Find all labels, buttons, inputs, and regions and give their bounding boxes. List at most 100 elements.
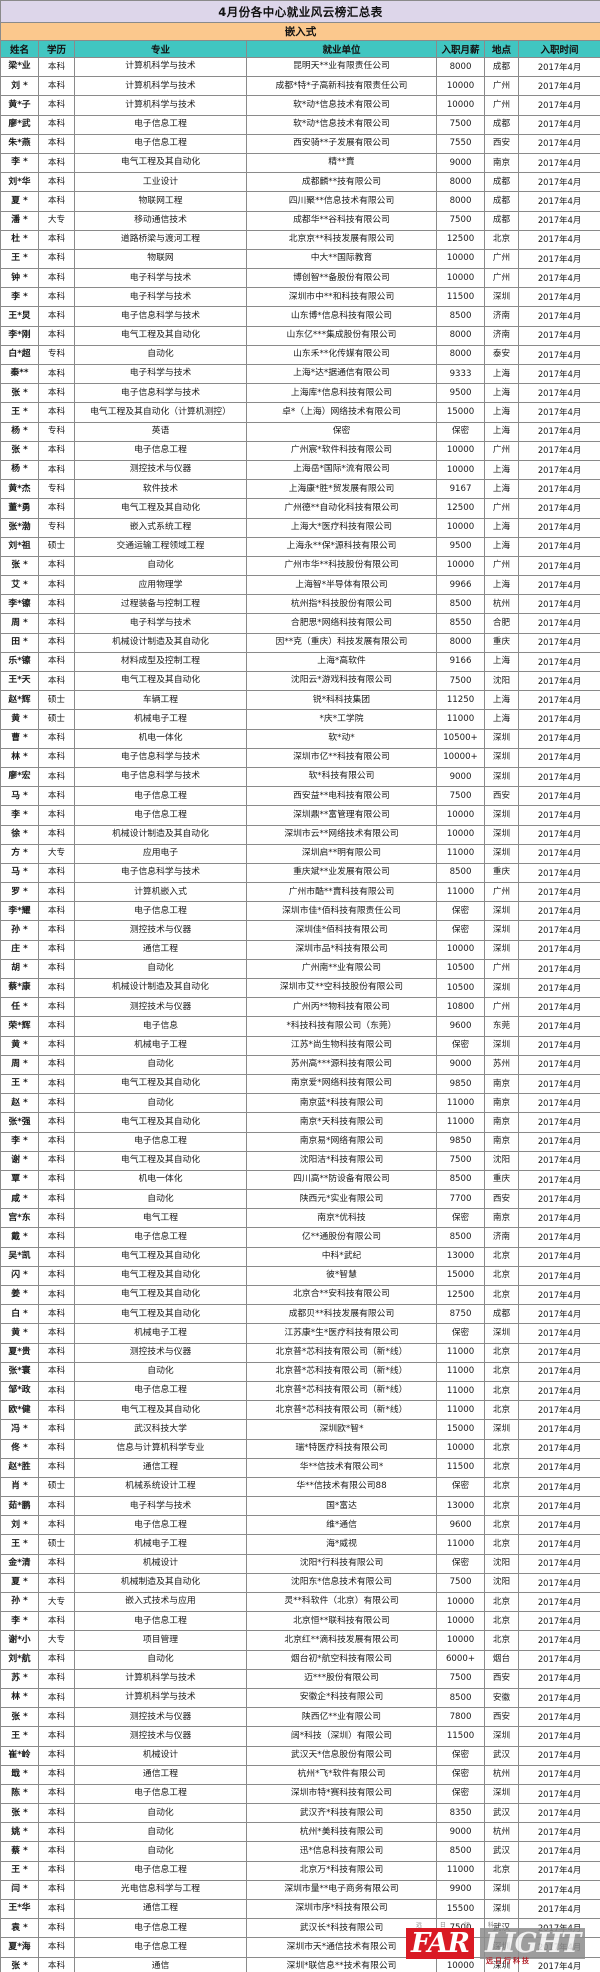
table-row[interactable]: 乐*镲 本科 材料成型及控制工程 上海*高软件 9166 上海 2017年4月: [0, 651, 600, 673]
cell-name[interactable]: 闫 *: [0, 1879, 39, 1901]
cell-date[interactable]: 2017年4月: [517, 1246, 600, 1267]
cell-location[interactable]: 烟台: [484, 1649, 519, 1670]
table-row[interactable]: 徐 * 本科 机械设计制造及其自动化 深圳市云**网络技术有限公司 10000 深圳 201…: [0, 824, 600, 845]
cell-education[interactable]: 本科: [38, 383, 75, 404]
table-row[interactable]: 夏 * 本科 物联网工程 四川聚**信息技术有限公司 8000 成都 2017年4月: [0, 191, 600, 212]
cell-employer[interactable]: 北京普*芯科技有限公司（新*线）: [246, 1400, 437, 1421]
cell-salary[interactable]: 8500: [436, 594, 485, 615]
cell-name[interactable]: 董*勇: [0, 498, 39, 519]
cell-employer[interactable]: 广州南**业有限公司: [246, 958, 437, 980]
cell-location[interactable]: 深圳: [484, 920, 519, 941]
cell-salary[interactable]: 11000: [436, 882, 485, 903]
cell-date[interactable]: 2017年4月: [517, 690, 600, 711]
cell-employer[interactable]: 深圳市量**电子商务有限公司: [246, 1879, 437, 1901]
cell-date[interactable]: 2017年4月: [517, 1687, 600, 1709]
cell-date[interactable]: 2017年4月: [517, 1073, 600, 1095]
cell-salary[interactable]: 保密: [436, 1323, 485, 1344]
cell-major[interactable]: 机械设计: [74, 1553, 247, 1574]
table-row[interactable]: 刘*华 本科 工业设计 成都麟**技有限公司 8000 成都 2017年4月: [0, 172, 600, 193]
cell-major[interactable]: 机械设计制造及其自动化: [74, 824, 247, 845]
cell-major[interactable]: 计算机科学与技术: [74, 95, 247, 116]
cell-date[interactable]: 2017年4月: [517, 1553, 600, 1574]
cell-date[interactable]: 2017年4月: [517, 421, 600, 442]
cell-major[interactable]: 物联网工程: [74, 191, 247, 212]
table-row[interactable]: 张*寰 本科 自动化 北京普*芯科技有限公司（新*线） 11000 北京 2017年4月: [0, 1361, 600, 1382]
cell-education[interactable]: 本科: [38, 1572, 75, 1594]
cell-date[interactable]: 2017年4月: [517, 805, 600, 826]
cell-name[interactable]: 刘 *: [0, 1515, 39, 1536]
table-row[interactable]: 曹 * 本科 机电一体化 软*动* 10500+ 深圳 2017年4月: [0, 728, 600, 749]
table-row[interactable]: 方 * 大专 应用电子 深圳启**明有限公司 11000 深圳 2017年4月: [0, 843, 600, 864]
table-row[interactable]: 李 * 本科 电气工程及其自动化 精**賣 9000 南京 2017年4月: [0, 152, 600, 174]
cell-education[interactable]: 本科: [38, 1841, 75, 1862]
cell-major[interactable]: 应用物理学: [74, 575, 247, 596]
cell-employer[interactable]: 上海库*信息科技有限公司: [246, 383, 437, 404]
cell-location[interactable]: 上海: [484, 651, 519, 673]
cell-date[interactable]: 2017年4月: [517, 997, 600, 1018]
cell-date[interactable]: 2017年4月: [517, 1035, 600, 1056]
cell-date[interactable]: 2017年4月: [517, 1534, 600, 1555]
cell-location[interactable]: 深圳: [484, 1937, 519, 1958]
cell-location[interactable]: 北京: [484, 1496, 519, 1517]
cell-date[interactable]: 2017年4月: [517, 1956, 600, 1972]
cell-major[interactable]: 电气工程及其自动化: [74, 1150, 247, 1171]
cell-date[interactable]: 2017年4月: [517, 939, 600, 960]
table-row[interactable]: 罗 * 本科 计算机嵌入式 广州市酷**賣科技有限公司 11000 广州 2017年4月: [0, 882, 600, 903]
cell-location[interactable]: 深圳: [484, 1419, 519, 1440]
cell-education[interactable]: 硕士: [38, 536, 75, 557]
cell-major[interactable]: 电子信息科学与技术: [74, 383, 247, 404]
cell-major[interactable]: 交通运输工程领域工程: [74, 536, 247, 557]
cell-name[interactable]: 王*华: [0, 1898, 39, 1920]
cell-employer[interactable]: 南京蓝*科技有限公司: [246, 1093, 437, 1114]
table-row[interactable]: 王 * 本科 电气工程及其自动化 南京爱*网络科技有限公司 9850 南京 2017年4月: [0, 1073, 600, 1095]
cell-employer[interactable]: 成都贝**科技发展有限公司: [246, 1304, 437, 1325]
cell-location[interactable]: 深圳: [484, 824, 519, 845]
cell-salary[interactable]: 10000: [436, 1591, 485, 1613]
table-row[interactable]: 艾 * 本科 应用物理学 上海智*半导体有限公司 9966 上海 2017年4月: [0, 575, 600, 596]
cell-employer[interactable]: 北京恒**联科技有限公司: [246, 1611, 437, 1632]
cell-name[interactable]: 张 *: [0, 1707, 39, 1728]
table-row[interactable]: 刘 * 本科 计算机科学与技术 成都*特*子高新科技有限责任公司 10000 广州 2017…: [0, 76, 600, 97]
cell-location[interactable]: 杭州: [484, 1822, 519, 1843]
cell-salary[interactable]: 9167: [436, 479, 485, 500]
table-row[interactable]: 戴 * 本科 电子信息工程 亿**通股份有限公司 8500 济南 2017年4月: [0, 1227, 600, 1248]
cell-education[interactable]: 本科: [38, 613, 75, 634]
cell-education[interactable]: 大专: [38, 1630, 75, 1651]
table-row[interactable]: 庄 * 本科 通信工程 深圳市品*科技有限公司 10000 深圳 2017年4月: [0, 939, 600, 960]
cell-name[interactable]: 林 *: [0, 747, 39, 768]
cell-major[interactable]: 计算机嵌入式: [74, 882, 247, 903]
cell-education[interactable]: 本科: [38, 1016, 75, 1037]
cell-name[interactable]: 王*天: [0, 670, 39, 692]
cell-date[interactable]: 2017年4月: [517, 248, 600, 270]
cell-major[interactable]: 电子信息科学与技术: [74, 747, 247, 768]
cell-name[interactable]: 谢*小: [0, 1630, 39, 1651]
cell-name[interactable]: 田 *: [0, 632, 39, 653]
cell-employer[interactable]: 南京*优科技: [246, 1208, 437, 1229]
table-row[interactable]: 金*清 本科 机械设计 沈阳*行科技有限公司 保密 沈阳 2017年4月: [0, 1553, 600, 1574]
cell-name[interactable]: 欧*健: [0, 1400, 39, 1421]
cell-date[interactable]: 2017年4月: [517, 1668, 600, 1689]
table-row[interactable]: 覃 * 本科 机电一体化 四川高**防设备有限公司 8500 重庆 2017年4月: [0, 1169, 600, 1191]
cell-employer[interactable]: 上海大*医疗科技有限公司: [246, 517, 437, 538]
cell-employer[interactable]: 山东禾**化传媒有限公司: [246, 344, 437, 366]
cell-name[interactable]: 马 *: [0, 862, 39, 884]
cell-major[interactable]: 测控技术与仪器: [74, 920, 247, 941]
table-row[interactable]: 李 * 本科 电子信息工程 深圳鼎**富管理有限公司 10000 深圳 2017年4月: [0, 805, 600, 826]
cell-location[interactable]: 上海: [484, 709, 519, 730]
table-row[interactable]: 咸 * 本科 自动化 陕西元*实业有限公司 7700 西安 2017年4月: [0, 1189, 600, 1210]
cell-major[interactable]: 电子信息工程: [74, 1380, 247, 1402]
table-row[interactable]: 李*耀 本科 电子信息工程 深圳市佳*佰科技有限责任公司 保密 深圳 2017年4月: [0, 901, 600, 922]
cell-education[interactable]: 本科: [38, 1611, 75, 1632]
cell-date[interactable]: 2017年4月: [517, 268, 600, 289]
table-row[interactable]: 黄*子 本科 计算机科学与技术 软*动*信息技术有限公司 10000 广州 2017年4月: [0, 95, 600, 116]
cell-education[interactable]: 本科: [38, 172, 75, 193]
cell-employer[interactable]: *科技科技有限公司（东莞）: [246, 1016, 437, 1037]
table-row[interactable]: 杜 * 本科 道路桥梁与渡河工程 北京京**科技发展有限公司 12500 北京 2017年4…: [0, 229, 600, 250]
cell-employer[interactable]: 苏州高***源科技有限公司: [246, 1054, 437, 1075]
cell-education[interactable]: 本科: [38, 1956, 75, 1972]
cell-date[interactable]: 2017年4月: [517, 1380, 600, 1402]
cell-location[interactable]: 深圳: [484, 1898, 519, 1920]
cell-salary[interactable]: 10000: [436, 248, 485, 270]
cell-location[interactable]: 深圳: [484, 1726, 519, 1747]
table-row[interactable]: 梁*业 本科 计算机科学与技术 昆明天**业有限责任公司 8000 成都 2017年4月: [0, 56, 600, 78]
